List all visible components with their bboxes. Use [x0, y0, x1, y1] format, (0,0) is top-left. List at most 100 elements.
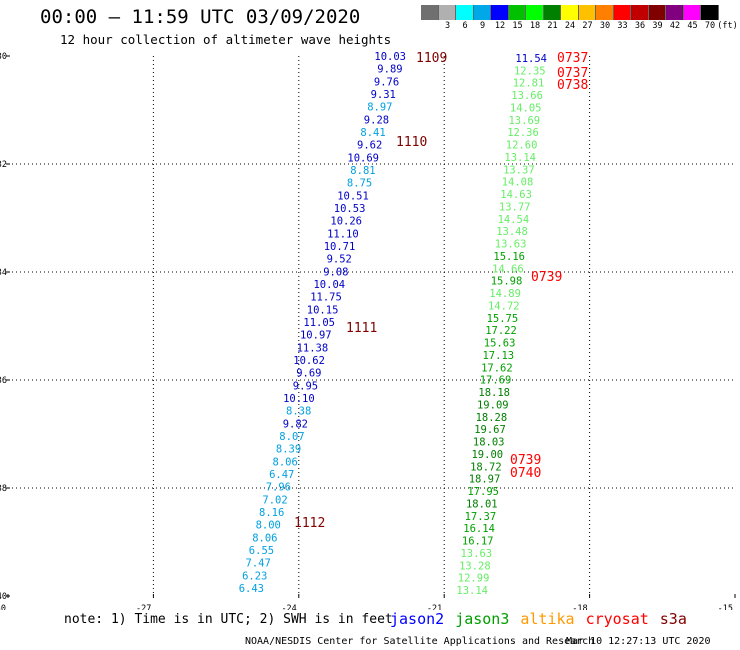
- east-track-value: 13.63: [495, 239, 527, 251]
- west-track-value: 6.47: [269, 469, 294, 481]
- legend-label: 45: [687, 21, 698, 31]
- legend-swatch: [648, 5, 666, 20]
- east-track-value: 12.99: [458, 573, 490, 585]
- satellite-label: cryosat: [585, 610, 649, 628]
- legend-label: 30: [599, 21, 611, 31]
- west-track-value: 9.28: [364, 114, 389, 126]
- lat-tick-label: -34: [0, 268, 7, 278]
- legend-label: 24: [564, 21, 576, 31]
- east-track-value: 14.72: [488, 300, 520, 312]
- east-track-value: 15.75: [487, 313, 519, 325]
- legend-unit: (ft): [717, 21, 738, 31]
- east-track-value: 18.97: [469, 474, 501, 486]
- east-track-value: 13.66: [511, 90, 543, 102]
- east-track-value: 14.54: [498, 214, 530, 226]
- west-track-value: 8.97: [367, 102, 392, 114]
- lat-tick-label: -36: [0, 376, 7, 386]
- west-track-value: 8.75: [347, 178, 372, 190]
- east-track-value: 12.36: [507, 127, 539, 139]
- west-track-value: 9.89: [377, 64, 402, 76]
- west-track-value: 8.16: [259, 507, 284, 519]
- legend-swatch: [578, 5, 596, 20]
- lon-tick-label: -15: [718, 604, 733, 610]
- legend-swatch: [473, 5, 491, 20]
- legend-label: 21: [547, 21, 558, 31]
- footer-note: note: 1) Time is in UTC; 2) SWH is in fe…: [64, 612, 393, 627]
- west-track-value: 10.97: [300, 330, 332, 342]
- legend-swatch: [613, 5, 631, 20]
- legend-label: 27: [582, 21, 593, 31]
- east-track-value: 12.35: [514, 65, 546, 77]
- east-track-value: 13.69: [508, 115, 540, 127]
- east-track-value: 18.72: [470, 461, 502, 473]
- legend-swatch: [631, 5, 649, 20]
- west-track-value: 10.26: [330, 216, 362, 228]
- pass-time-label: 0740: [510, 466, 541, 481]
- legend-label: 15: [512, 21, 523, 31]
- west-track-value: 8.06: [252, 532, 277, 544]
- east-track-value: 13.63: [460, 548, 492, 560]
- legend-swatch: [421, 5, 439, 20]
- east-track-value: 14.05: [510, 103, 542, 115]
- lon-tick-label: -21: [427, 604, 442, 610]
- lon-tick-label: -24: [281, 604, 296, 610]
- west-track-value: 10.15: [307, 304, 339, 316]
- west-track-value: 6.55: [249, 545, 274, 557]
- west-track-value: 10.62: [293, 355, 325, 367]
- west-track-value: 9.31: [371, 89, 396, 101]
- west-track-value: 10.10: [283, 393, 315, 405]
- west-track-value: 8.06: [273, 456, 298, 468]
- legend-swatch: [596, 5, 614, 20]
- west-track-value: 10.03: [374, 51, 406, 63]
- west-track-value: 9.52: [327, 254, 352, 266]
- legend-swatch: [666, 5, 684, 20]
- page-title: 00:00 – 11:59 UTC 03/09/2020: [40, 6, 361, 28]
- west-track-value: 8.00: [256, 520, 281, 532]
- lon-tick-label: -27: [136, 604, 151, 610]
- west-track-value: 11.75: [310, 292, 342, 304]
- wave-height-map: -30 -32 -34 -36 -38 -40 -30 -27 -24 -21 -18 -15 10.0…: [0, 51, 736, 610]
- west-track-value: 11.38: [297, 342, 329, 354]
- satellite-label: s3a: [659, 610, 687, 628]
- east-track-value: 18.03: [473, 437, 505, 449]
- east-track-value: 18.18: [478, 387, 510, 399]
- legend-label: 18: [529, 21, 541, 31]
- lat-tick-label: -30: [0, 52, 7, 62]
- east-track-value: 18.28: [476, 412, 508, 424]
- west-track-value: 10.71: [324, 241, 356, 253]
- pass-time-label: 0739: [510, 453, 541, 468]
- west-track-value: 8.81: [350, 165, 375, 177]
- west-track-value: 6.23: [242, 570, 267, 582]
- east-track-value: 13.48: [496, 226, 528, 238]
- east-track-value: 13.37: [503, 164, 535, 176]
- east-track-value: 14.08: [502, 177, 534, 189]
- west-track-value: 9.62: [357, 140, 382, 152]
- page-subtitle: 12 hour collection of altimeter wave hei…: [60, 32, 392, 47]
- satellite-label: jason2: [390, 610, 445, 628]
- east-track-value: 15.16: [493, 251, 525, 263]
- east-track-value: 18.01: [466, 498, 498, 510]
- lon-tick-label: -30: [0, 604, 6, 610]
- pass-time-label: 0737: [557, 66, 588, 81]
- east-track-value: 19.00: [471, 449, 503, 461]
- pass-time-label: 0738: [557, 78, 588, 93]
- east-track-value: 19.67: [474, 424, 506, 436]
- east-track-value: 12.60: [506, 140, 538, 152]
- pass-time-label: 1110: [396, 135, 427, 150]
- footer-credit: NOAA/NESDIS Center for Satellite Applica…: [245, 636, 595, 647]
- west-track-value: 11.05: [303, 317, 335, 329]
- west-track-value: 10.53: [334, 203, 366, 215]
- color-scale-legend: [421, 5, 719, 20]
- east-track-value: 17.37: [465, 511, 497, 523]
- west-track-value: 11.10: [327, 228, 359, 240]
- west-track-value: 9.76: [374, 76, 399, 88]
- east-track-value: 14.66: [492, 263, 524, 275]
- west-track-value: 9.69: [296, 368, 321, 380]
- legend-swatch: [438, 5, 456, 20]
- east-track-value: 17.62: [481, 362, 513, 374]
- west-track-value: 10.69: [347, 152, 379, 164]
- east-track-value: 13.14: [504, 152, 536, 164]
- satellite-key: jason2 jason3 altika cryosat s3a: [390, 610, 698, 628]
- east-track-value: 13.14: [456, 585, 488, 597]
- legend-swatch: [561, 5, 579, 20]
